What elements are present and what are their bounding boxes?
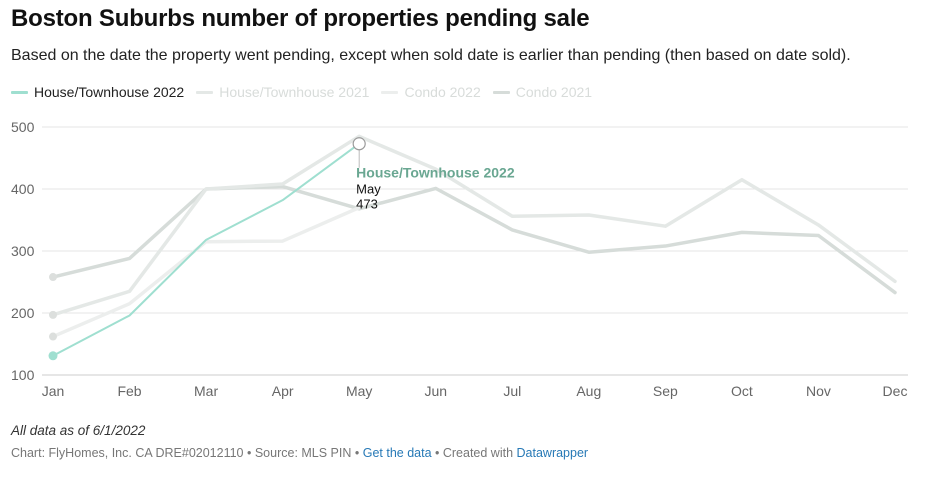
series-line-condo-2022 xyxy=(51,205,361,339)
annotation-value: 473 xyxy=(356,197,378,212)
series-line-condo-2021 xyxy=(51,184,897,295)
legend-label-house-2021: House/Townhouse 2021 xyxy=(219,84,370,100)
chart-legend: House/Townhouse 2022 House/Townhouse 202… xyxy=(11,84,592,100)
x-tick-label-nov: Nov xyxy=(806,383,831,399)
chart-title: Boston Suburbs number of properties pend… xyxy=(11,5,590,32)
series-line-house-townhouse-2022 xyxy=(52,142,361,357)
get-the-data-link[interactable]: Get the data xyxy=(362,446,432,460)
data-as-of-note: All data as of 6/1/2022 xyxy=(11,423,146,438)
y-tick-label-300: 300 xyxy=(11,243,35,259)
legend-swatch-condo-2021 xyxy=(492,90,510,94)
annotation-month: May xyxy=(356,182,381,197)
series-point-house-townhouse-2022-jan xyxy=(48,351,58,361)
x-tick-label-apr: Apr xyxy=(272,383,294,399)
x-tick-label-mar: Mar xyxy=(194,383,218,399)
x-tick-label-jun: Jun xyxy=(424,383,447,399)
x-tick-label-aug: Aug xyxy=(576,383,601,399)
series-point-condo-2021-jan xyxy=(49,273,57,282)
legend-item-house-2022[interactable]: House/Townhouse 2022 xyxy=(11,84,184,100)
y-tick-label-100: 100 xyxy=(11,367,35,383)
x-tick-label-may: May xyxy=(346,383,372,399)
created-with-text: • Created with xyxy=(431,446,517,460)
legend-swatch-house-2022 xyxy=(11,90,28,94)
legend-item-house-2021[interactable]: House/Townhouse 2021 xyxy=(196,84,369,100)
y-tick-label-500: 500 xyxy=(11,119,35,135)
series-point-condo-2022-jan xyxy=(49,332,57,341)
line-chart: 500 400 300 200 100 Jan Feb Mar Apr May Jun Jul Aug S… xyxy=(11,119,908,399)
x-tick-label-dec: Dec xyxy=(883,383,908,399)
series-point-house-townhouse-2021-jan xyxy=(49,310,57,319)
y-tick-label-200: 200 xyxy=(11,305,35,321)
y-tick-label-400: 400 xyxy=(11,181,35,197)
credit-source-text: Chart: FlyHomes, Inc. CA DRE#02012110 • … xyxy=(11,446,363,460)
x-tick-label-oct: Oct xyxy=(731,383,753,399)
legend-item-condo-2021[interactable]: Condo 2021 xyxy=(492,84,593,100)
x-tick-label-feb: Feb xyxy=(117,383,141,399)
x-tick-label-jul: Jul xyxy=(503,383,521,399)
chart-subtitle: Based on the date the property went pend… xyxy=(11,47,851,64)
legend-label-condo-2022: Condo 2022 xyxy=(404,84,481,100)
legend-swatch-condo-2022 xyxy=(381,90,399,94)
legend-item-condo-2022[interactable]: Condo 2022 xyxy=(381,84,481,100)
chart-credits: Chart: FlyHomes, Inc. CA DRE#02012110 • … xyxy=(11,446,588,460)
annotation-series-name: House/Townhouse 2022 xyxy=(356,165,515,181)
legend-swatch-house-2021 xyxy=(196,90,214,94)
datawrapper-link[interactable]: Datawrapper xyxy=(516,446,589,460)
x-tick-label-jan: Jan xyxy=(42,383,65,399)
legend-label-condo-2021: Condo 2021 xyxy=(515,84,593,100)
legend-label-house-2022: House/Townhouse 2022 xyxy=(34,84,185,100)
x-tick-label-sep: Sep xyxy=(653,383,678,399)
hover-marker xyxy=(352,137,366,151)
series-line-house-townhouse-2021 xyxy=(51,134,897,317)
